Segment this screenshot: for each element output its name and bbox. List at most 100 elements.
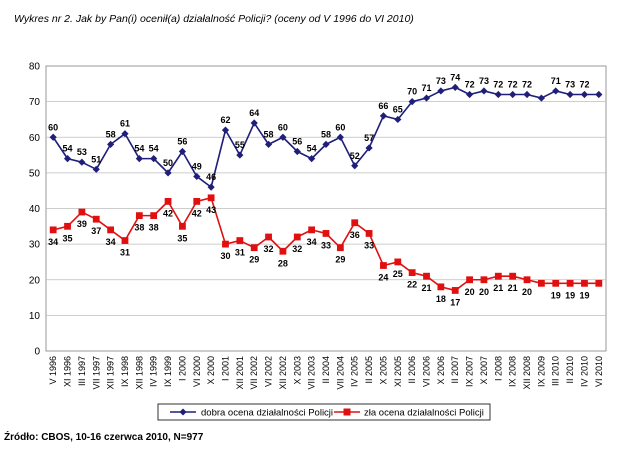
- data-point-dobra: [178, 147, 187, 156]
- x-tick-label: IX 2007: [465, 356, 475, 387]
- data-label: 25: [393, 269, 403, 279]
- legend-marker-dobra: [179, 408, 187, 416]
- data-label: 20: [479, 287, 489, 297]
- data-point-zla: [279, 247, 287, 255]
- data-point-dobra: [595, 90, 603, 99]
- data-point-dobra: [365, 144, 373, 152]
- data-point-dobra: [250, 119, 258, 127]
- data-label: 19: [565, 290, 575, 300]
- data-label: 60: [335, 122, 345, 132]
- data-point-dobra: [221, 126, 230, 134]
- data-label: 29: [249, 255, 259, 265]
- data-point-zla: [293, 233, 301, 241]
- data-point-zla: [523, 276, 531, 284]
- x-tick-label: VII 2004: [335, 356, 345, 390]
- data-label: 38: [134, 223, 144, 233]
- x-tick-label: X 2006: [436, 356, 446, 385]
- data-label: 57: [364, 133, 374, 143]
- data-point-dobra: [422, 94, 431, 102]
- data-point-dobra: [322, 140, 330, 148]
- y-tick-label: 40: [29, 204, 41, 215]
- x-tick-label: XII 2008: [522, 356, 532, 390]
- x-axis-ticks: V 1996 XI 1996 III 1997 VII 1997 XII 1997 IX …: [48, 356, 604, 390]
- x-tick-label: X 2003: [292, 356, 302, 385]
- y-tick-label: 20: [29, 275, 41, 286]
- x-tick-label: I 2008: [493, 356, 503, 381]
- data-point-zla: [552, 279, 560, 287]
- data-point-zla: [466, 276, 473, 284]
- data-label: 36: [350, 230, 360, 240]
- data-label: 71: [422, 83, 432, 93]
- data-point-zla: [537, 279, 545, 287]
- x-tick-label: III 1997: [77, 356, 87, 386]
- y-tick-label: 30: [29, 240, 41, 251]
- x-tick-label: VI 2000: [192, 356, 202, 387]
- data-label: 35: [63, 233, 73, 243]
- data-point-zla: [351, 219, 359, 227]
- data-label: 71: [551, 76, 561, 86]
- data-point-zla: [207, 194, 215, 202]
- data-label: 54: [307, 144, 317, 154]
- x-tick-label: I 2001: [220, 356, 230, 381]
- data-label: 19: [551, 290, 561, 300]
- data-label: 31: [235, 248, 245, 258]
- data-point-zla: [595, 279, 603, 287]
- x-tick-label: XII 1997: [106, 356, 116, 390]
- legend-marker-zla: [343, 408, 351, 416]
- data-point-zla: [365, 230, 373, 237]
- data-label: 73: [436, 76, 446, 86]
- data-point-zla: [322, 230, 330, 237]
- data-label: 29: [335, 255, 345, 265]
- data-label: 20: [522, 287, 532, 297]
- data-point-zla: [107, 226, 115, 234]
- data-point-zla: [437, 283, 445, 291]
- data-point-zla: [380, 262, 387, 269]
- data-label: 35: [177, 233, 187, 243]
- data-point-zla: [408, 269, 416, 277]
- data-label: 37: [91, 226, 101, 236]
- data-point-zla: [78, 208, 86, 216]
- data-point-dobra: [264, 140, 273, 148]
- data-label: 30: [220, 251, 230, 261]
- y-tick-label: 60: [29, 133, 41, 144]
- data-point-zla: [581, 279, 588, 287]
- data-point-zla: [566, 279, 574, 287]
- x-tick-label: III 2010: [551, 356, 561, 386]
- data-point-dobra: [63, 155, 72, 163]
- y-tick-label: 0: [34, 347, 40, 358]
- data-label: 54: [149, 144, 159, 154]
- data-point-dobra: [279, 133, 287, 141]
- data-label: 61: [120, 119, 130, 129]
- data-label: 72: [508, 80, 518, 90]
- x-tick-label: IX 1998: [120, 356, 130, 387]
- data-label: 21: [508, 283, 518, 293]
- data-point-dobra: [92, 165, 100, 173]
- data-label: 17: [450, 297, 460, 307]
- data-point-zla: [451, 287, 459, 294]
- data-label: 54: [134, 144, 144, 154]
- data-point-zla: [164, 197, 172, 205]
- data-label: 73: [479, 76, 489, 86]
- data-point-zla: [250, 244, 258, 252]
- gridlines: [46, 101, 606, 316]
- x-tick-label: XII 2001: [235, 356, 245, 390]
- data-label: 53: [77, 147, 87, 157]
- legend-label-zla: zła ocena działalności Policji: [364, 408, 484, 419]
- data-label: 58: [106, 129, 116, 139]
- data-point-zla: [480, 276, 488, 284]
- data-label: 24: [378, 273, 388, 283]
- data-label: 56: [292, 137, 302, 147]
- data-label: 66: [378, 101, 388, 111]
- data-point-zla: [336, 244, 344, 252]
- data-point-zla: [222, 240, 229, 248]
- legend-label-dobra: dobra ocena działalności Policji: [201, 408, 333, 419]
- x-tick-label: IX 2008: [508, 356, 518, 387]
- data-point-zla: [121, 237, 129, 244]
- data-label: 21: [493, 283, 503, 293]
- y-tick-label: 50: [29, 168, 41, 179]
- data-label: 42: [163, 208, 173, 218]
- data-label: 38: [149, 223, 159, 233]
- x-tick-label: XI 1996: [63, 356, 73, 387]
- data-label: 72: [522, 80, 532, 90]
